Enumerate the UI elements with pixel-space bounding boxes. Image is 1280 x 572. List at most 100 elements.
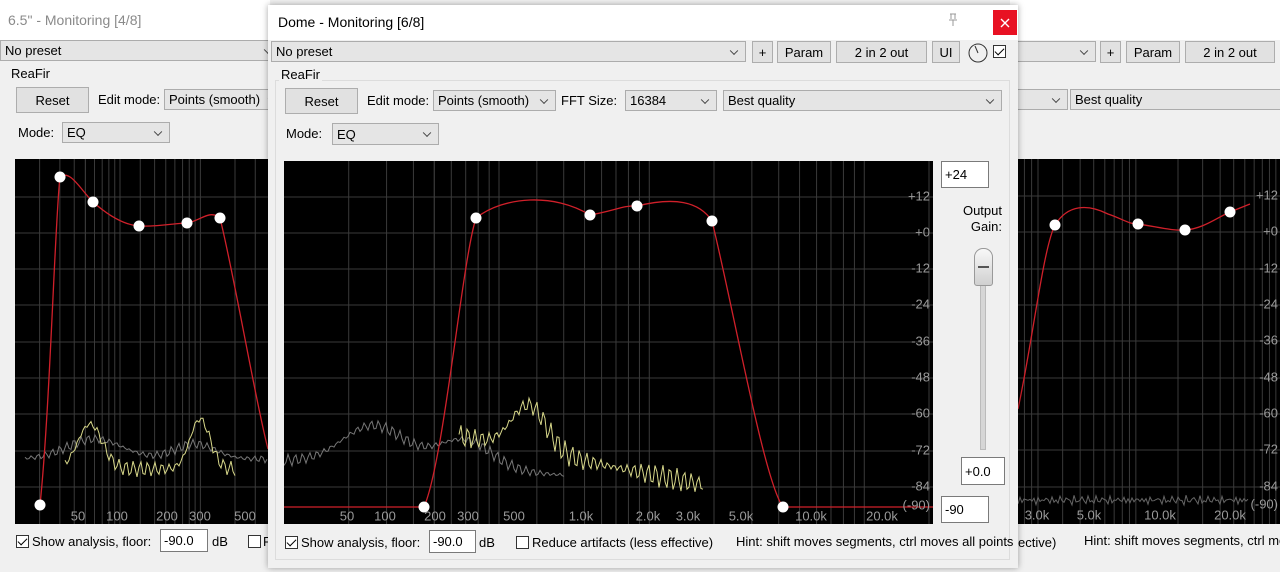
y-axis-label: -84 [911,478,930,493]
edit-mode-label: Edit mode: [367,93,430,108]
floor-input[interactable]: -90.0 [160,529,208,552]
quality-combo[interactable]: Best quality [1070,89,1280,110]
eq-graph[interactable]: 3.0k 5.0k 10.0k 20.0k +12 +0 -12 -24 -36 -48 -60 -7… [1018,159,1280,524]
y-axis-label: -36 [1259,332,1278,347]
pin-icon[interactable] [946,13,960,27]
y-axis-label: +0 [915,224,930,239]
param-button[interactable]: Param [1126,41,1180,63]
x-axis-label: 100 [106,508,128,523]
window-title: 6.5" - Monitoring [4/8] [8,12,142,28]
add-button[interactable]: + [1100,41,1121,63]
title-bar [0,0,270,40]
y-axis-label: -60 [1259,405,1278,420]
x-axis-label: 500 [503,508,525,523]
preset-combo[interactable]: No preset [271,41,746,62]
reduce-artifacts-checkbox[interactable] [248,535,261,548]
eq-point[interactable] [34,499,46,511]
x-axis-label: 20.0k [1214,507,1246,522]
title-bar [1010,0,1280,40]
show-analysis-checkbox[interactable] [285,536,298,549]
thumb-grip [978,266,989,268]
y-axis-label: -24 [1259,296,1278,311]
analysis-trace [1018,493,1249,507]
show-analysis-label: Show analysis, floor: [301,535,421,550]
x-axis-label: 3.0k [1025,507,1050,522]
preset-combo[interactable]: No preset [0,40,280,61]
window-title: Dome - Monitoring [6/8] [278,14,425,30]
mode-combo[interactable]: EQ [62,122,170,143]
close-button[interactable] [993,10,1017,35]
edit-mode-combo[interactable]: Points (smooth) [433,90,556,111]
io-button[interactable]: 2 in 2 out [1185,41,1275,63]
eq-point[interactable] [1224,206,1236,218]
close-icon [1000,18,1010,27]
analysis-trace [24,433,268,464]
y-axis-label: +12 [908,188,930,203]
quality-combo[interactable]: Best quality [723,90,1002,111]
eq-graph[interactable]: 50 100 200 300 500 [15,159,268,524]
show-analysis-checkbox[interactable] [16,535,29,548]
eq-point[interactable] [418,501,430,513]
eq-point[interactable] [133,220,145,232]
x-axis-label: 5.0k [729,508,754,523]
floor-unit: dB [212,534,228,549]
reduce-artifacts-label: R [263,534,272,550]
x-axis-label: 300 [457,508,479,523]
range-bottom-input[interactable]: -90 [941,496,989,523]
ui-button[interactable]: UI [932,41,960,63]
fft-label: FFT Size: [561,93,618,108]
eq-point[interactable] [87,196,99,208]
eq-point[interactable] [1132,218,1144,230]
y-axis-label: -12 [911,260,930,275]
add-button[interactable]: + [752,41,773,63]
floor-input[interactable]: -90.0 [429,530,476,553]
x-axis-label: 300 [189,508,211,523]
reduce-artifacts-checkbox[interactable] [516,536,529,549]
right-window: + Param 2 in 2 out Best quality 3.0k 5.0k… [990,0,1280,572]
analysis-trace [458,396,704,492]
y-axis-label: (-90) [1251,496,1278,511]
eq-point[interactable] [54,171,66,183]
eq-point[interactable] [1179,224,1191,236]
y-axis-label: -84 [1259,478,1278,493]
floor-unit: dB [479,535,495,550]
gain-slider-thumb[interactable] [974,248,993,286]
mode-combo[interactable]: EQ [332,123,439,145]
y-axis-label: -72 [911,442,930,457]
param-button[interactable]: Param [777,41,831,63]
eq-point[interactable] [706,215,718,227]
eq-point[interactable] [1049,219,1061,231]
eq-point[interactable] [214,212,226,224]
eq-point[interactable] [777,501,789,513]
output-gain-input[interactable]: +0.0 [961,457,1005,485]
y-axis-label: -60 [911,405,930,420]
x-axis-label: 500 [234,508,256,523]
fft-combo[interactable]: 16384 [625,90,717,111]
x-axis-label: 20.0k [866,508,898,523]
wet-knob[interactable] [967,42,989,64]
y-axis-label: +12 [1256,187,1278,202]
title-bar [268,5,1018,40]
eq-point[interactable] [470,212,482,224]
x-axis-label: 200 [156,508,178,523]
mode-label: Mode: [18,125,55,140]
edit-mode-label: Edit mode: [98,92,161,107]
eq-curve [284,199,933,508]
io-button[interactable]: 2 in 2 out [836,41,927,63]
mode-label: Mode: [286,126,323,141]
hint-text: Hint: shift moves segments, ctrl moves a… [736,534,1014,549]
eq-point[interactable] [584,209,596,221]
edit-mode-combo[interactable]: Points (smooth) [164,89,284,110]
main-window: Dome - Monitoring [6/8] No preset + Para… [268,5,1018,568]
range-top-input[interactable]: +24 [941,161,989,188]
reset-button[interactable]: Reset [16,87,89,113]
group-box [275,80,1010,560]
eq-point[interactable] [181,217,193,229]
y-axis-label: -48 [911,369,930,384]
x-axis-label: 100 [374,508,396,523]
reset-button[interactable]: Reset [285,88,358,114]
eq-graph[interactable]: 50 100 200 300 500 1.0k 2.0k 3.0k 5.0k 10.0k 20.0k… [284,161,933,524]
eq-point[interactable] [631,200,643,212]
bypass-checkbox[interactable] [993,45,1006,58]
